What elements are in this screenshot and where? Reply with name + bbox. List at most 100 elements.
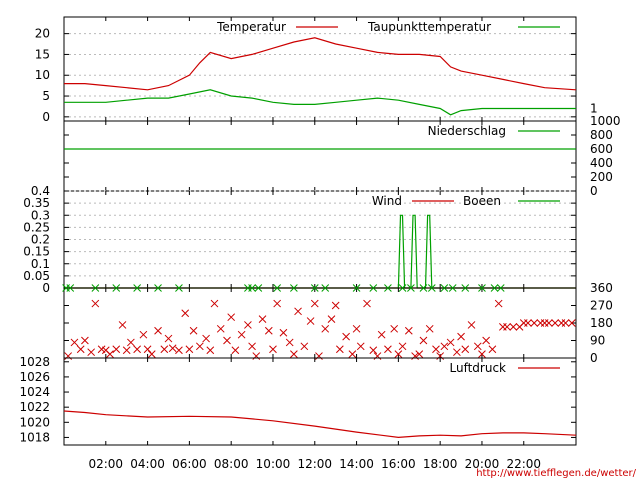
scatter-point bbox=[352, 324, 361, 333]
scatter-point bbox=[440, 284, 449, 292]
scatter-point bbox=[373, 352, 382, 360]
y-right-label: 1 bbox=[590, 102, 598, 116]
scatter-point bbox=[147, 350, 156, 358]
credit-link: http://www.tiefflegen.de/wetter/ bbox=[476, 468, 636, 479]
scatter-point bbox=[567, 319, 576, 327]
x-tick-label: 04:00 bbox=[130, 457, 165, 471]
scatter-point bbox=[310, 299, 319, 308]
y-right-tick-label: 360 bbox=[590, 281, 613, 295]
scatter-point bbox=[91, 299, 100, 308]
x-tick-label: 20:00 bbox=[465, 457, 500, 471]
y-right-tick-label: 800 bbox=[590, 128, 613, 142]
scatter-point bbox=[348, 350, 357, 358]
panel-frame-4 bbox=[63, 287, 577, 359]
y-right-tick-label: 90 bbox=[590, 334, 605, 348]
scatter-point bbox=[461, 345, 470, 354]
scatter-point bbox=[377, 330, 386, 339]
scatter-point bbox=[160, 345, 169, 354]
scatter-point bbox=[407, 284, 415, 292]
scatter-point bbox=[181, 309, 190, 318]
scatter-point bbox=[509, 323, 518, 331]
scatter-point bbox=[352, 284, 361, 292]
legend-label: Wind bbox=[372, 194, 402, 208]
scatter-point bbox=[87, 348, 96, 357]
scatter-point bbox=[195, 342, 204, 351]
scatter-point bbox=[461, 284, 470, 292]
scatter-point bbox=[223, 336, 231, 345]
y-right-tick-label: 0 bbox=[590, 351, 598, 365]
y-right-tick-label: 1000 bbox=[590, 114, 621, 128]
scatter-point bbox=[264, 326, 273, 335]
scatter-point bbox=[168, 344, 177, 353]
scatter-point bbox=[127, 338, 135, 347]
series-line-luftdruck bbox=[63, 410, 577, 439]
series-line-temperatur bbox=[64, 37, 577, 91]
x-tick-label: 22:00 bbox=[506, 457, 541, 471]
scatter-series-1 bbox=[64, 299, 576, 360]
y-tick-label: 1026 bbox=[19, 370, 50, 384]
scatter-point bbox=[499, 323, 507, 331]
y-tick-label: 0.15 bbox=[23, 245, 50, 259]
scatter-point bbox=[398, 342, 407, 351]
scatter-point bbox=[294, 307, 302, 316]
series-line-boeen bbox=[64, 214, 576, 289]
x-tick-label: 16:00 bbox=[381, 457, 416, 471]
scatter-point bbox=[561, 319, 570, 327]
y-tick-label: 1020 bbox=[19, 415, 50, 429]
scatter-point bbox=[248, 284, 256, 292]
scatter-point bbox=[175, 284, 183, 292]
scatter-point bbox=[453, 348, 461, 357]
scatter-point bbox=[419, 284, 428, 292]
y-tick-label: 5 bbox=[42, 89, 50, 103]
scatter-point bbox=[185, 345, 194, 354]
scatter-point bbox=[384, 345, 392, 354]
scatter-point bbox=[118, 321, 127, 329]
panel-frame-5 bbox=[63, 357, 577, 446]
legend-label: Boeen bbox=[463, 194, 501, 208]
scatter-point bbox=[210, 299, 219, 308]
scatter-point bbox=[398, 284, 407, 292]
scatter-point bbox=[321, 284, 330, 292]
y-tick-label: 0 bbox=[42, 110, 50, 124]
scatter-point bbox=[237, 330, 246, 339]
y-tick-label: 1018 bbox=[19, 430, 50, 444]
scatter-point bbox=[369, 284, 378, 292]
scatter-point bbox=[496, 284, 505, 292]
scatter-point bbox=[248, 342, 256, 351]
scatter-point bbox=[133, 284, 141, 292]
x-tick-label: 02:00 bbox=[88, 457, 123, 471]
scatter-point bbox=[273, 284, 282, 292]
legend-label: Temperatur bbox=[216, 20, 286, 34]
scatter-point bbox=[189, 326, 198, 335]
scatter-point bbox=[478, 350, 486, 358]
scatter-point bbox=[290, 284, 298, 292]
scatter-point bbox=[244, 321, 252, 329]
scatter-point bbox=[457, 332, 465, 341]
y-tick-label: 1028 bbox=[19, 355, 50, 369]
y-tick-label: 0 bbox=[42, 281, 50, 295]
x-tick-label: 12:00 bbox=[297, 457, 332, 471]
x-tick-label: 14:00 bbox=[339, 457, 374, 471]
y-tick-label: 10 bbox=[35, 68, 50, 82]
y-right-tick-label: 0 bbox=[590, 184, 598, 198]
scatter-point bbox=[432, 345, 440, 354]
scatter-point bbox=[154, 284, 162, 292]
scatter-point bbox=[154, 326, 162, 335]
scatter-point bbox=[530, 319, 539, 327]
y-right-tick-label: 600 bbox=[590, 142, 613, 156]
scatter-point bbox=[66, 284, 75, 292]
x-tick-label: 18:00 bbox=[423, 457, 458, 471]
scatter-point bbox=[227, 313, 236, 322]
scatter-point bbox=[390, 324, 399, 333]
scatter-point bbox=[306, 317, 315, 325]
scatter-point bbox=[254, 284, 263, 292]
scatter-point bbox=[64, 352, 73, 360]
x-tick-label: 10:00 bbox=[256, 457, 291, 471]
scatter-point bbox=[544, 319, 553, 327]
legend-label: Luftdruck bbox=[449, 361, 506, 375]
scatter-point bbox=[524, 319, 532, 327]
scatter-point bbox=[404, 326, 413, 335]
y-right-tick-label: 200 bbox=[590, 170, 613, 184]
y-tick-label: 0.4 bbox=[31, 184, 50, 198]
